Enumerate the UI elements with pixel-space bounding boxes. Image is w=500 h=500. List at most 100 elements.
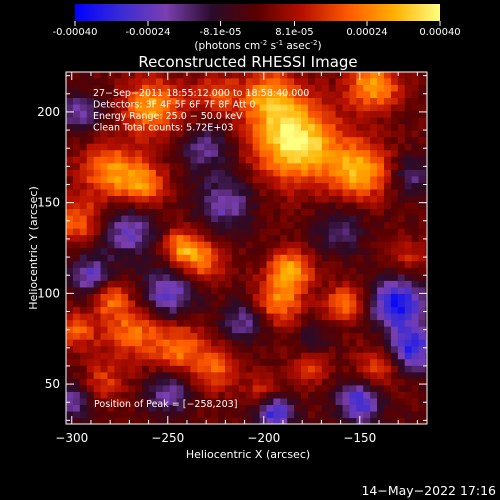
heatmap-cell	[211, 201, 219, 210]
heatmap-cell	[425, 299, 427, 308]
heatmap-cell	[204, 358, 212, 366]
heatmap-cell	[148, 404, 157, 412]
heatmap-cell	[418, 182, 427, 190]
heatmap-cell	[72, 221, 81, 229]
heatmap-cell	[356, 117, 364, 125]
heatmap-cell	[176, 188, 185, 196]
heatmap-cell	[273, 358, 281, 366]
heatmap-cell	[204, 306, 212, 314]
heatmap-cell	[72, 90, 81, 98]
heatmap-cell	[370, 280, 378, 288]
heatmap-cell	[114, 397, 122, 405]
heatmap-cell	[294, 267, 302, 275]
heatmap-cell	[231, 339, 240, 347]
heatmap-cell	[383, 221, 392, 229]
heatmap-cell	[273, 156, 281, 164]
heatmap-cell	[328, 130, 337, 138]
heatmap-cell	[287, 267, 295, 275]
heatmap-cell	[114, 247, 122, 255]
heatmap-cell	[383, 241, 392, 249]
heatmap-cell	[218, 169, 226, 177]
heatmap-cell	[287, 149, 295, 157]
heatmap-cell	[100, 306, 109, 314]
heatmap-cell	[383, 234, 392, 242]
heatmap-cell	[190, 273, 198, 281]
heatmap-cell	[66, 371, 74, 379]
heatmap-cell	[93, 397, 102, 405]
heatmap-cell	[363, 417, 371, 424]
heatmap-cell	[335, 228, 344, 236]
heatmap-cell	[397, 117, 406, 125]
heatmap-cell	[100, 201, 109, 210]
heatmap-cell	[155, 234, 164, 242]
heatmap-cell	[183, 228, 192, 236]
heatmap-cell	[155, 326, 164, 334]
heatmap-cell	[349, 90, 357, 98]
heatmap-cell	[86, 77, 95, 85]
heatmap-cell	[238, 280, 247, 288]
heatmap-cell	[280, 319, 288, 327]
heatmap-cell	[342, 247, 351, 255]
heatmap-cell	[294, 299, 302, 308]
heatmap-cell	[79, 117, 88, 125]
heatmap-cell	[377, 195, 385, 203]
heatmap-cell	[204, 201, 212, 210]
heatmap-cell	[79, 110, 88, 118]
heatmap-cell	[169, 84, 178, 92]
heatmap-cell	[79, 345, 88, 353]
heatmap-cell	[342, 404, 351, 412]
heatmap-cell	[259, 312, 268, 321]
heatmap-cell	[148, 339, 157, 347]
heatmap-cell	[211, 103, 219, 112]
heatmap-cell	[349, 143, 357, 151]
heatmap-cell	[114, 332, 122, 340]
heatmap-cell	[363, 169, 371, 177]
heatmap-cell	[245, 149, 254, 157]
heatmap-cell	[204, 110, 212, 118]
heatmap-cell	[314, 247, 323, 255]
heatmap-cell	[245, 378, 254, 386]
heatmap-cell	[231, 404, 240, 412]
heatmap-cell	[287, 312, 295, 321]
heatmap-cell	[204, 143, 212, 151]
heatmap-cell	[294, 410, 302, 419]
heatmap-cell	[349, 162, 357, 170]
heatmap-cell	[204, 136, 212, 144]
heatmap-cell	[404, 130, 413, 138]
heatmap-cell	[231, 103, 240, 112]
heatmap-cell	[363, 397, 371, 405]
heatmap-cell	[211, 97, 219, 105]
heatmap-cell	[245, 371, 254, 379]
heatmap-cell	[114, 267, 122, 275]
heatmap-cell	[162, 162, 171, 170]
heatmap-cell	[197, 241, 205, 249]
heatmap-cell	[390, 143, 399, 151]
heatmap-cell	[294, 77, 302, 85]
heatmap-cell	[273, 391, 281, 399]
heatmap-cell	[259, 195, 268, 203]
heatmap-cell	[218, 136, 226, 144]
heatmap-cell	[252, 299, 261, 308]
heatmap-cell	[66, 410, 74, 419]
heatmap-cell	[328, 404, 337, 412]
heatmap-cell	[135, 391, 143, 399]
heatmap-cell	[224, 371, 233, 379]
heatmap-cell	[397, 352, 406, 360]
heatmap-cell	[411, 103, 420, 112]
heatmap-cell	[162, 72, 171, 79]
heatmap-cell	[404, 110, 413, 118]
heatmap-cell	[190, 254, 198, 262]
heatmap-cell	[377, 182, 385, 190]
heatmap-cell	[349, 130, 357, 138]
heatmap-cell	[383, 97, 392, 105]
heatmap-cell	[231, 378, 240, 386]
heatmap-cell	[390, 299, 399, 308]
heatmap-cell	[100, 221, 109, 229]
heatmap-cell	[238, 214, 247, 223]
heatmap-cell	[314, 195, 323, 203]
heatmap-cell	[114, 241, 122, 249]
heatmap-cell	[114, 326, 122, 334]
heatmap-cell	[335, 247, 344, 255]
heatmap-cell	[335, 72, 344, 79]
heatmap-cell	[183, 221, 192, 229]
